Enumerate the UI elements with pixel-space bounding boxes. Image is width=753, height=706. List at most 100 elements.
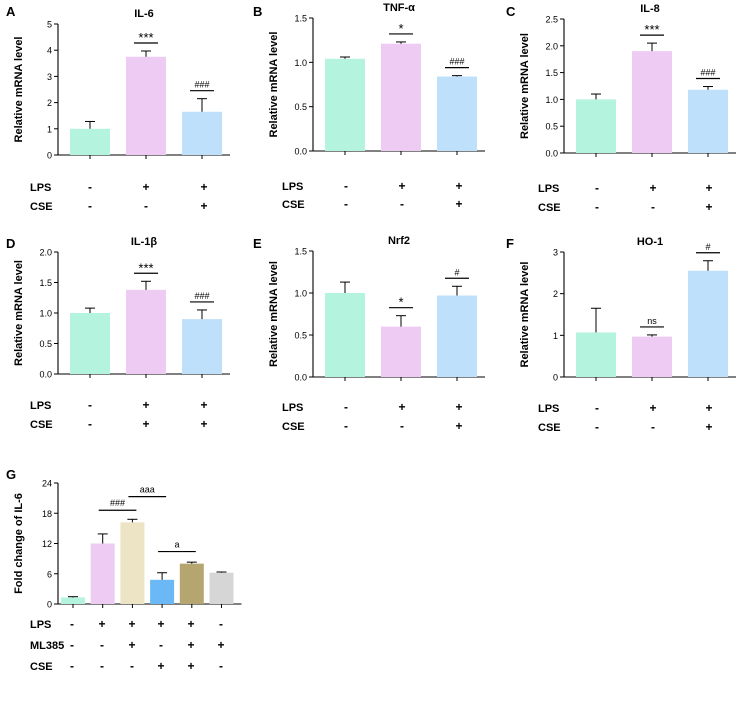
- panel-b-sig-1: *: [398, 21, 403, 36]
- panel-c-ytick-label: 1.0: [545, 95, 558, 105]
- panel-g-cond-sign: +: [128, 638, 135, 652]
- panel-b-cond-label-lps: LPS: [282, 181, 303, 193]
- panel-e-cond-label-lps: LPS: [282, 402, 303, 414]
- panel-b-ytick-label: 0.0: [294, 147, 307, 157]
- panel-g-cond-sign: -: [70, 638, 74, 652]
- panel-a-ytick-label: 3: [47, 72, 52, 82]
- panel-b-bar-0: [325, 58, 365, 151]
- panel-g-cond-label-lps: LPS: [30, 619, 51, 631]
- panel-g-bracket-label-2: a: [174, 540, 179, 550]
- panel-d-bar-2: [182, 319, 222, 374]
- panel-b-sig-2: ###: [449, 57, 464, 67]
- panel-d-cond-sign: +: [200, 417, 207, 431]
- panel-d-cond-label-cse: CSE: [30, 419, 53, 431]
- panel-b-cond-label-cse: CSE: [282, 199, 305, 211]
- panel-e-cond-sign: -: [344, 400, 348, 414]
- panel-d-ytick-label: 2.0: [39, 248, 52, 258]
- panel-g-bar-5: [209, 572, 234, 604]
- panel-a-cond-sign: +: [200, 199, 207, 213]
- panel-f-cond-label-cse: CSE: [538, 422, 561, 434]
- panel-g-bar-1: [90, 543, 115, 604]
- panel-f-sig-1: ns: [647, 316, 657, 326]
- panel-d-label: D: [6, 236, 15, 251]
- panel-d-sig-2: ###: [194, 291, 209, 301]
- panel-g-cond-sign: -: [219, 659, 223, 673]
- panel-c-ytick-label: 1.5: [545, 68, 558, 78]
- panel-g-bar-3: [150, 579, 175, 604]
- panel-c-bar-2: [688, 89, 728, 153]
- panel-d-cond-sign: -: [88, 417, 92, 431]
- panel-e-sig-2: #: [454, 267, 459, 277]
- panel-d-ytick-label: 0.5: [39, 339, 52, 349]
- panel-g-cond-sign: +: [217, 638, 224, 652]
- panel-a-sig-2: ###: [194, 80, 209, 90]
- panel-f-cond-sign: +: [705, 420, 712, 434]
- panel-a-cond-sign: +: [200, 180, 207, 194]
- panel-e-cond-sign: +: [455, 400, 462, 414]
- panel-a-cond-sign: -: [144, 199, 148, 213]
- panel-c-cond-sign: +: [649, 181, 656, 195]
- panel-a-cond-sign: -: [88, 180, 92, 194]
- panel-e-ytick-label: 0.5: [294, 331, 307, 341]
- panel-e-bar-1: [381, 326, 421, 377]
- panel-f-ytick-label: 3: [553, 248, 558, 258]
- panel-g-bracket-label-1: aaa: [140, 485, 155, 495]
- panel-f-cond-sign: -: [595, 420, 599, 434]
- panel-a-label: A: [6, 4, 16, 19]
- panel-d-sig-1: ***: [138, 260, 153, 275]
- panel-a-ytick-label: 4: [47, 46, 52, 56]
- panel-g-cond-sign: +: [187, 638, 194, 652]
- panel-g-ytick-label: 18: [42, 509, 52, 519]
- panel-e-ylabel: Relative mRNA level: [268, 261, 280, 367]
- panel-e-ytick-label: 1.5: [294, 247, 307, 257]
- panel-a-title: IL-6: [134, 8, 154, 20]
- panel-d-ytick-label: 1.0: [39, 309, 52, 319]
- panel-f-label: F: [506, 236, 514, 251]
- panel-c-cond-sign: -: [651, 200, 655, 214]
- panel-a-cond-sign: +: [142, 180, 149, 194]
- panel-e-cond-sign: +: [398, 400, 405, 414]
- panel-b-bar-2: [437, 76, 477, 151]
- panel-g-cond-sign: +: [187, 617, 194, 631]
- panel-g-ytick-label: 24: [42, 479, 52, 489]
- panel-g-bar-0: [61, 597, 85, 604]
- panel-g-ytick-label: 6: [47, 569, 52, 579]
- panel-e-cond-label-cse: CSE: [282, 421, 305, 433]
- panel-c-ytick-label: 2.5: [545, 15, 558, 25]
- panel-c-cond-sign: -: [595, 181, 599, 195]
- panel-g-cond-sign: +: [187, 659, 194, 673]
- panel-a-bar-2: [182, 111, 222, 155]
- panel-c-cond-label-cse: CSE: [538, 202, 561, 214]
- panel-d-cond-label-lps: LPS: [30, 400, 51, 412]
- panel-c-title: IL-8: [640, 3, 660, 15]
- panel-d-cond-sign: +: [200, 398, 207, 412]
- panel-g-cond-sign: -: [219, 617, 223, 631]
- panel-d-ytick-label: 0.0: [39, 370, 52, 380]
- panel-d-ylabel: Relative mRNA level: [13, 260, 25, 366]
- panel-f-ytick-label: 1: [553, 331, 558, 341]
- panel-d-cond-sign: -: [88, 398, 92, 412]
- panel-g-label: G: [6, 467, 16, 482]
- panel-g-cond-sign: +: [157, 659, 164, 673]
- panel-c-sig-1: ***: [644, 22, 659, 37]
- panel-e-title: Nrf2: [388, 235, 410, 247]
- panel-e-ytick-label: 1.0: [294, 289, 307, 299]
- panel-d-ytick-label: 1.5: [39, 278, 52, 288]
- panel-f-cond-label-lps: LPS: [538, 403, 559, 415]
- panel-f-title: HO-1: [637, 236, 663, 248]
- panel-c-cond-label-lps: LPS: [538, 183, 559, 195]
- panel-a-bar-1: [126, 56, 166, 155]
- panel-b-cond-sign: -: [344, 179, 348, 193]
- panel-g-ylabel: Fold change of IL-6: [13, 493, 25, 594]
- panel-a-cond-label-cse: CSE: [30, 201, 53, 213]
- panel-g-cond-sign: -: [159, 638, 163, 652]
- panel-b-cond-sign: -: [344, 197, 348, 211]
- panel-e-label: E: [253, 236, 262, 251]
- panel-a-cond-label-lps: LPS: [30, 182, 51, 194]
- panel-f-ytick-label: 2: [553, 289, 558, 299]
- panel-a-ytick-label: 1: [47, 124, 52, 134]
- panel-c-label: C: [506, 4, 516, 19]
- panel-g-cond-sign: +: [128, 617, 135, 631]
- panel-a-bar-0: [70, 128, 110, 155]
